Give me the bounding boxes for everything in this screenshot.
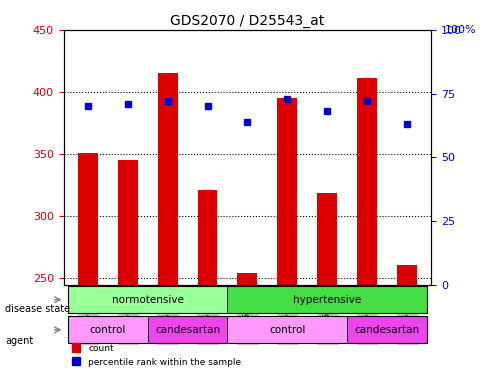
Y-axis label: 100%: 100% bbox=[445, 25, 476, 35]
FancyBboxPatch shape bbox=[227, 286, 427, 313]
Text: control: control bbox=[269, 325, 306, 335]
Bar bbox=[158, 74, 177, 285]
Bar bbox=[277, 98, 297, 285]
Text: control: control bbox=[90, 325, 126, 335]
Bar bbox=[197, 190, 218, 285]
FancyBboxPatch shape bbox=[68, 316, 147, 344]
FancyBboxPatch shape bbox=[347, 316, 427, 344]
Bar bbox=[238, 273, 257, 285]
Text: hypertensive: hypertensive bbox=[293, 295, 362, 304]
Legend: count, percentile rank within the sample: count, percentile rank within the sample bbox=[68, 341, 245, 370]
FancyBboxPatch shape bbox=[68, 286, 227, 313]
Text: candesartan: candesartan bbox=[355, 325, 420, 335]
Bar bbox=[118, 160, 138, 285]
Bar bbox=[357, 78, 377, 285]
Text: normotensive: normotensive bbox=[112, 295, 184, 304]
FancyBboxPatch shape bbox=[147, 316, 227, 344]
Bar bbox=[318, 193, 337, 285]
Text: agent: agent bbox=[5, 336, 33, 346]
Title: GDS2070 / D25543_at: GDS2070 / D25543_at bbox=[171, 13, 324, 28]
FancyBboxPatch shape bbox=[227, 316, 347, 344]
Text: disease state: disease state bbox=[5, 304, 70, 314]
Bar bbox=[78, 153, 98, 285]
Bar bbox=[397, 265, 417, 285]
Text: candesartan: candesartan bbox=[155, 325, 220, 335]
